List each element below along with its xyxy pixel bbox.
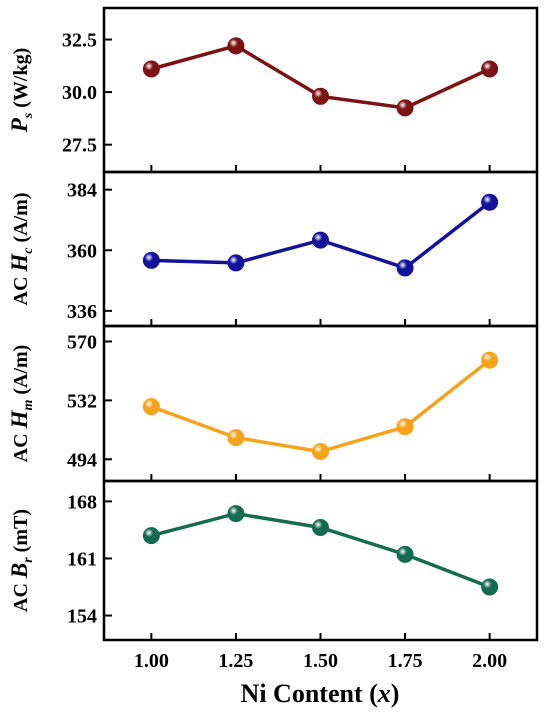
y-axis-label-unit: (W/kg) bbox=[10, 48, 32, 113]
y-tick-label: 32.5 bbox=[62, 30, 97, 52]
y-axis-label-symbol: B bbox=[7, 563, 32, 579]
x-tick-label: 1.75 bbox=[388, 650, 423, 672]
series-line bbox=[150, 358, 491, 454]
y-axis-label-subscript: s bbox=[21, 112, 36, 119]
data-point bbox=[142, 251, 160, 269]
x-axis-title-close: ) bbox=[391, 679, 400, 708]
y-tick-label: 27.5 bbox=[62, 135, 97, 157]
y-axis-label-subscript: c bbox=[21, 247, 36, 254]
x-axis: 1.00 1.25 1.50 1.75 2.00 bbox=[134, 650, 507, 672]
panel-3: 494 532 570 AC Hm (A/m) bbox=[7, 324, 539, 483]
x-axis-title: Ni Content (x) bbox=[241, 679, 400, 708]
y-tick-label: 494 bbox=[67, 449, 97, 471]
y-tick-label: 30.0 bbox=[62, 82, 97, 104]
y-tick-label: 154 bbox=[67, 606, 97, 628]
data-point bbox=[481, 193, 499, 211]
data-point bbox=[481, 60, 499, 78]
data-point bbox=[481, 578, 499, 596]
x-axis-title-variable: x bbox=[377, 679, 391, 708]
data-point bbox=[227, 37, 245, 55]
data-point bbox=[227, 429, 245, 447]
y-tick-label: 532 bbox=[67, 390, 97, 412]
y-axis-label: AC Hc (A/m) bbox=[7, 193, 36, 306]
data-point bbox=[481, 351, 499, 369]
y-tick-label: 570 bbox=[67, 332, 97, 354]
y-tick-label: 336 bbox=[67, 301, 97, 323]
data-point bbox=[396, 99, 414, 117]
y-axis-label: AC Br (mT) bbox=[7, 509, 36, 612]
y-axis-label-symbol: H bbox=[7, 409, 32, 429]
y-axis-label-unit: (mT) bbox=[10, 509, 32, 557]
panel-1: 27.5 30.0 32.5 Ps (W/kg) bbox=[7, 6, 539, 174]
y-axis-label-unit: (A/m) bbox=[10, 193, 32, 248]
y-axis-label-subscript: r bbox=[21, 557, 36, 563]
y-axis-label-prefix: AC bbox=[10, 272, 32, 306]
y-tick-label: 360 bbox=[67, 240, 97, 262]
panel-frame bbox=[102, 479, 539, 642]
x-tick-label: 1.00 bbox=[134, 650, 169, 672]
y-tick-label: 384 bbox=[67, 180, 97, 202]
data-point bbox=[142, 398, 160, 416]
data-point bbox=[227, 505, 245, 523]
panels: 27.5 30.0 32.5 Ps (W/kg) 336 360 384 AC Hc (A/m… bbox=[7, 6, 539, 642]
panel-2: 336 360 384 AC Hc (A/m) bbox=[7, 170, 539, 328]
x-tick-label: 1.25 bbox=[218, 650, 253, 672]
y-axis-label-symbol: P bbox=[7, 117, 32, 133]
y-axis-label: AC Hm (A/m) bbox=[7, 345, 36, 463]
panel-4: 154 161 168 AC Br (mT) bbox=[7, 479, 539, 642]
y-axis-label: Ps (W/kg) bbox=[7, 48, 36, 134]
x-tick-label: 1.50 bbox=[303, 650, 338, 672]
y-axis-label-unit: (A/m) bbox=[10, 345, 32, 400]
data-point bbox=[142, 60, 160, 78]
y-axis-label-subscript: m bbox=[21, 400, 36, 411]
data-point bbox=[396, 418, 414, 436]
x-axis-title-main: Ni Content ( bbox=[241, 679, 378, 708]
data-point bbox=[312, 443, 329, 461]
y-axis-label-prefix: AC bbox=[10, 428, 32, 462]
y-tick-label: 161 bbox=[67, 548, 97, 570]
data-point bbox=[312, 231, 329, 249]
data-point bbox=[227, 254, 245, 272]
y-axis-label-prefix: AC bbox=[10, 578, 32, 612]
data-point bbox=[312, 87, 329, 105]
panel-frame bbox=[102, 170, 539, 328]
data-point bbox=[312, 518, 329, 536]
y-tick-label: 168 bbox=[67, 491, 97, 513]
data-point bbox=[142, 527, 160, 545]
data-point bbox=[396, 545, 414, 563]
y-axis-label-symbol: H bbox=[7, 253, 32, 273]
x-tick-label: 2.00 bbox=[472, 650, 507, 672]
data-point bbox=[396, 259, 414, 277]
